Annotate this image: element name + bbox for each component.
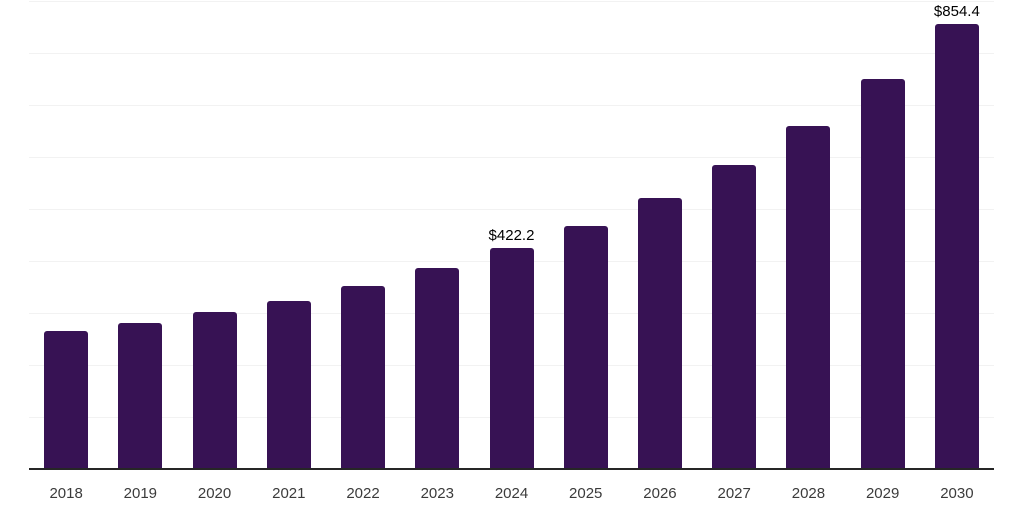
gridline-800 <box>29 53 994 54</box>
bar-2021 <box>266 300 311 468</box>
gridline-500 <box>29 209 994 210</box>
gridline-700 <box>29 105 994 106</box>
gridline-900 <box>29 1 994 2</box>
x-tick-label-2020: 2020 <box>197 485 232 502</box>
x-tick-label-2021: 2021 <box>272 485 306 502</box>
bar-2025 <box>563 225 608 468</box>
x-tick-label-2029: 2029 <box>865 485 900 502</box>
bar-2024 <box>489 248 534 468</box>
x-tick-label-2028: 2028 <box>791 485 826 502</box>
bar-2020 <box>192 311 237 468</box>
plot-area: $422.2 $854.4 <box>29 0 994 470</box>
bar-2026 <box>637 198 682 468</box>
x-axis: 2018 2019 2020 2021 2022 2023 2024 2025 2026 2027… <box>29 470 994 512</box>
x-axis-line <box>29 468 994 470</box>
gridline-600 <box>29 157 994 158</box>
x-tick-label-2027: 2027 <box>717 485 751 502</box>
bar-2019 <box>118 322 163 468</box>
bar-2018 <box>44 330 89 468</box>
x-tick-label-2022: 2022 <box>346 485 380 502</box>
bar-2030 <box>934 23 979 468</box>
x-tick-label-2018: 2018 <box>49 485 83 502</box>
x-tick-label-2030: 2030 <box>940 485 974 502</box>
x-tick-label-2024: 2024 <box>494 485 529 502</box>
x-tick-label-2026: 2026 <box>643 485 677 502</box>
bar-2023 <box>415 267 460 468</box>
bar-2029 <box>860 78 905 468</box>
value-label-2024: $422.2 <box>488 227 535 245</box>
x-tick-label-2023: 2023 <box>420 485 454 502</box>
bar-2022 <box>341 285 386 468</box>
bar-2027 <box>712 165 757 468</box>
value-label-2030: $854.4 <box>933 2 980 20</box>
x-tick-label-2025: 2025 <box>569 485 603 502</box>
bar-2028 <box>786 126 831 468</box>
x-tick-label-2019: 2019 <box>123 485 158 502</box>
